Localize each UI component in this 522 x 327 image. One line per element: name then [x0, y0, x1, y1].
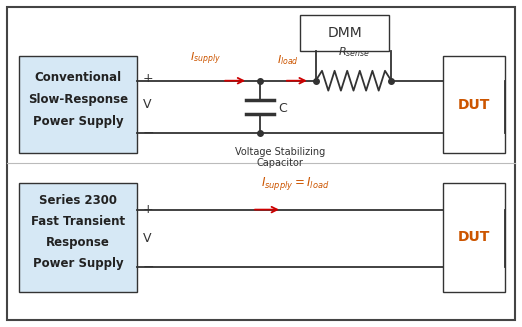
Text: $R_{sense}$: $R_{sense}$ — [338, 45, 370, 59]
Text: DUT: DUT — [458, 230, 490, 244]
Bar — [19, 183, 137, 292]
Text: $I_{load}$: $I_{load}$ — [277, 53, 299, 67]
Text: C: C — [278, 102, 287, 115]
Text: −: − — [143, 260, 155, 274]
Bar — [443, 56, 505, 153]
Text: Power Supply: Power Supply — [33, 115, 123, 128]
Text: $I_{supply} = I_{load}$: $I_{supply} = I_{load}$ — [260, 175, 329, 192]
Bar — [443, 183, 505, 292]
Bar — [19, 56, 137, 153]
Text: Series 2300: Series 2300 — [39, 194, 117, 207]
Text: Capacitor: Capacitor — [256, 158, 303, 168]
Text: +: + — [143, 72, 153, 85]
Bar — [300, 15, 389, 51]
Text: V: V — [143, 98, 151, 111]
Text: +: + — [143, 203, 153, 216]
Text: Slow-Response: Slow-Response — [28, 93, 128, 106]
Text: V: V — [143, 232, 151, 245]
Text: Voltage Stabilizing: Voltage Stabilizing — [235, 147, 325, 157]
Text: Response: Response — [46, 236, 110, 249]
Text: DMM: DMM — [327, 26, 362, 40]
Text: −: − — [143, 126, 155, 140]
Text: DUT: DUT — [458, 97, 490, 112]
Text: Conventional: Conventional — [34, 71, 122, 84]
Text: Fast Transient: Fast Transient — [31, 215, 125, 228]
Text: Power Supply: Power Supply — [33, 257, 123, 270]
Text: $I_{supply}$: $I_{supply}$ — [190, 50, 221, 67]
